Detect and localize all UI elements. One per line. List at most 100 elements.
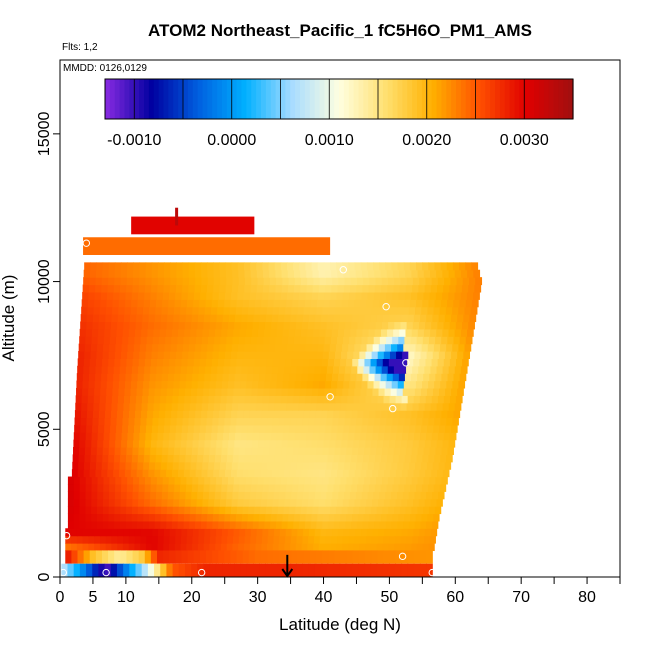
heat-cell bbox=[132, 483, 140, 492]
heat-cell bbox=[348, 498, 356, 507]
heat-cell bbox=[236, 469, 244, 478]
heat-cell bbox=[373, 461, 381, 470]
heat-cell bbox=[239, 387, 247, 396]
heat-cell bbox=[334, 476, 342, 485]
heat-cell bbox=[416, 417, 423, 426]
heat-cell bbox=[332, 277, 339, 286]
heat-cell bbox=[212, 520, 219, 529]
heat-cell bbox=[250, 528, 258, 537]
heat-cell bbox=[311, 343, 319, 352]
heat-cell bbox=[204, 439, 211, 448]
heat-cell bbox=[387, 328, 394, 337]
heat-cell bbox=[436, 402, 444, 411]
colorbar-swatch bbox=[563, 79, 569, 119]
heat-cell bbox=[112, 299, 120, 308]
heat-cell bbox=[212, 291, 220, 300]
heat-cell bbox=[157, 424, 165, 433]
heat-cell bbox=[240, 321, 248, 330]
heat-cell bbox=[327, 454, 335, 463]
heat-cell bbox=[285, 535, 292, 544]
heat-cell bbox=[470, 306, 478, 315]
heat-cell bbox=[213, 469, 220, 478]
heat-cell bbox=[250, 395, 258, 404]
heat-cell bbox=[244, 284, 252, 293]
heat-cell bbox=[376, 358, 384, 367]
heat-cell bbox=[209, 321, 217, 330]
heat-cell bbox=[76, 387, 83, 396]
heat-cell bbox=[303, 306, 311, 315]
heat-cell bbox=[356, 328, 364, 337]
heat-cell bbox=[396, 387, 404, 396]
heat-cell bbox=[233, 328, 241, 337]
heat-cell bbox=[323, 262, 331, 271]
heat-cell bbox=[225, 402, 233, 411]
colorbar-swatch bbox=[246, 79, 252, 119]
heat-cell bbox=[73, 506, 81, 515]
heat-cell bbox=[426, 351, 434, 359]
heat-cell bbox=[457, 314, 464, 323]
heat-cell bbox=[137, 520, 144, 529]
heat-cell bbox=[127, 262, 134, 271]
heat-cell bbox=[148, 395, 155, 404]
heat-cell bbox=[372, 528, 380, 537]
heat-cell bbox=[201, 513, 208, 522]
heat-cell bbox=[363, 513, 371, 522]
heat-cell bbox=[199, 424, 207, 433]
heat-cell bbox=[184, 395, 191, 404]
heat-cell bbox=[185, 380, 193, 389]
heat-cell bbox=[168, 483, 175, 492]
heat-cell bbox=[358, 402, 365, 411]
heat-cell bbox=[319, 469, 326, 478]
heat-cell bbox=[150, 358, 158, 367]
heat-cell bbox=[230, 550, 238, 564]
heat-cell bbox=[241, 424, 249, 433]
heat-cell bbox=[444, 277, 451, 286]
heat-cell bbox=[110, 410, 118, 419]
colorbar-swatch bbox=[114, 79, 121, 119]
heat-cell bbox=[250, 269, 258, 278]
heat-cell bbox=[355, 424, 362, 433]
heat-cell bbox=[91, 432, 99, 441]
heat-cell bbox=[355, 291, 363, 300]
heat-cell bbox=[430, 528, 438, 537]
heat-cell bbox=[375, 321, 383, 330]
heat-cell bbox=[446, 417, 453, 426]
heat-cell bbox=[268, 291, 276, 300]
heat-cell bbox=[212, 550, 219, 564]
heat-cell bbox=[167, 373, 175, 382]
heat-cell bbox=[119, 284, 127, 293]
colorbar-swatch bbox=[441, 79, 447, 119]
heat-cell bbox=[438, 491, 445, 500]
heat-cell bbox=[73, 439, 80, 448]
heat-cell bbox=[135, 321, 143, 330]
heat-cell bbox=[342, 498, 350, 507]
heat-cell bbox=[252, 439, 259, 448]
heat-cell bbox=[340, 550, 348, 564]
heat-cell bbox=[291, 410, 298, 419]
heat-cell bbox=[341, 351, 348, 359]
heat-cell bbox=[412, 321, 420, 330]
heat-cell bbox=[399, 365, 407, 374]
heat-cell bbox=[366, 498, 373, 507]
heat-cell bbox=[67, 491, 75, 500]
heat-cell bbox=[194, 269, 202, 278]
colorbar-swatch bbox=[290, 79, 296, 119]
heat-cell bbox=[453, 336, 461, 345]
heat-cell bbox=[390, 387, 398, 396]
heat-cell bbox=[318, 336, 326, 345]
heat-cell bbox=[67, 483, 75, 492]
heat-cell bbox=[274, 454, 281, 463]
heat-cell bbox=[437, 358, 445, 367]
heat-cell bbox=[305, 343, 313, 352]
heat-cell bbox=[392, 291, 400, 300]
heat-cell bbox=[88, 543, 95, 552]
heat-cell bbox=[103, 483, 110, 492]
heat-cell bbox=[182, 269, 190, 278]
heat-cell bbox=[290, 543, 297, 552]
heat-cell bbox=[168, 439, 176, 448]
heat-cell bbox=[255, 402, 263, 411]
colorbar-swatch bbox=[168, 79, 174, 119]
heat-cell bbox=[121, 343, 129, 352]
heat-cell bbox=[256, 528, 264, 537]
heat-cell bbox=[262, 402, 269, 411]
